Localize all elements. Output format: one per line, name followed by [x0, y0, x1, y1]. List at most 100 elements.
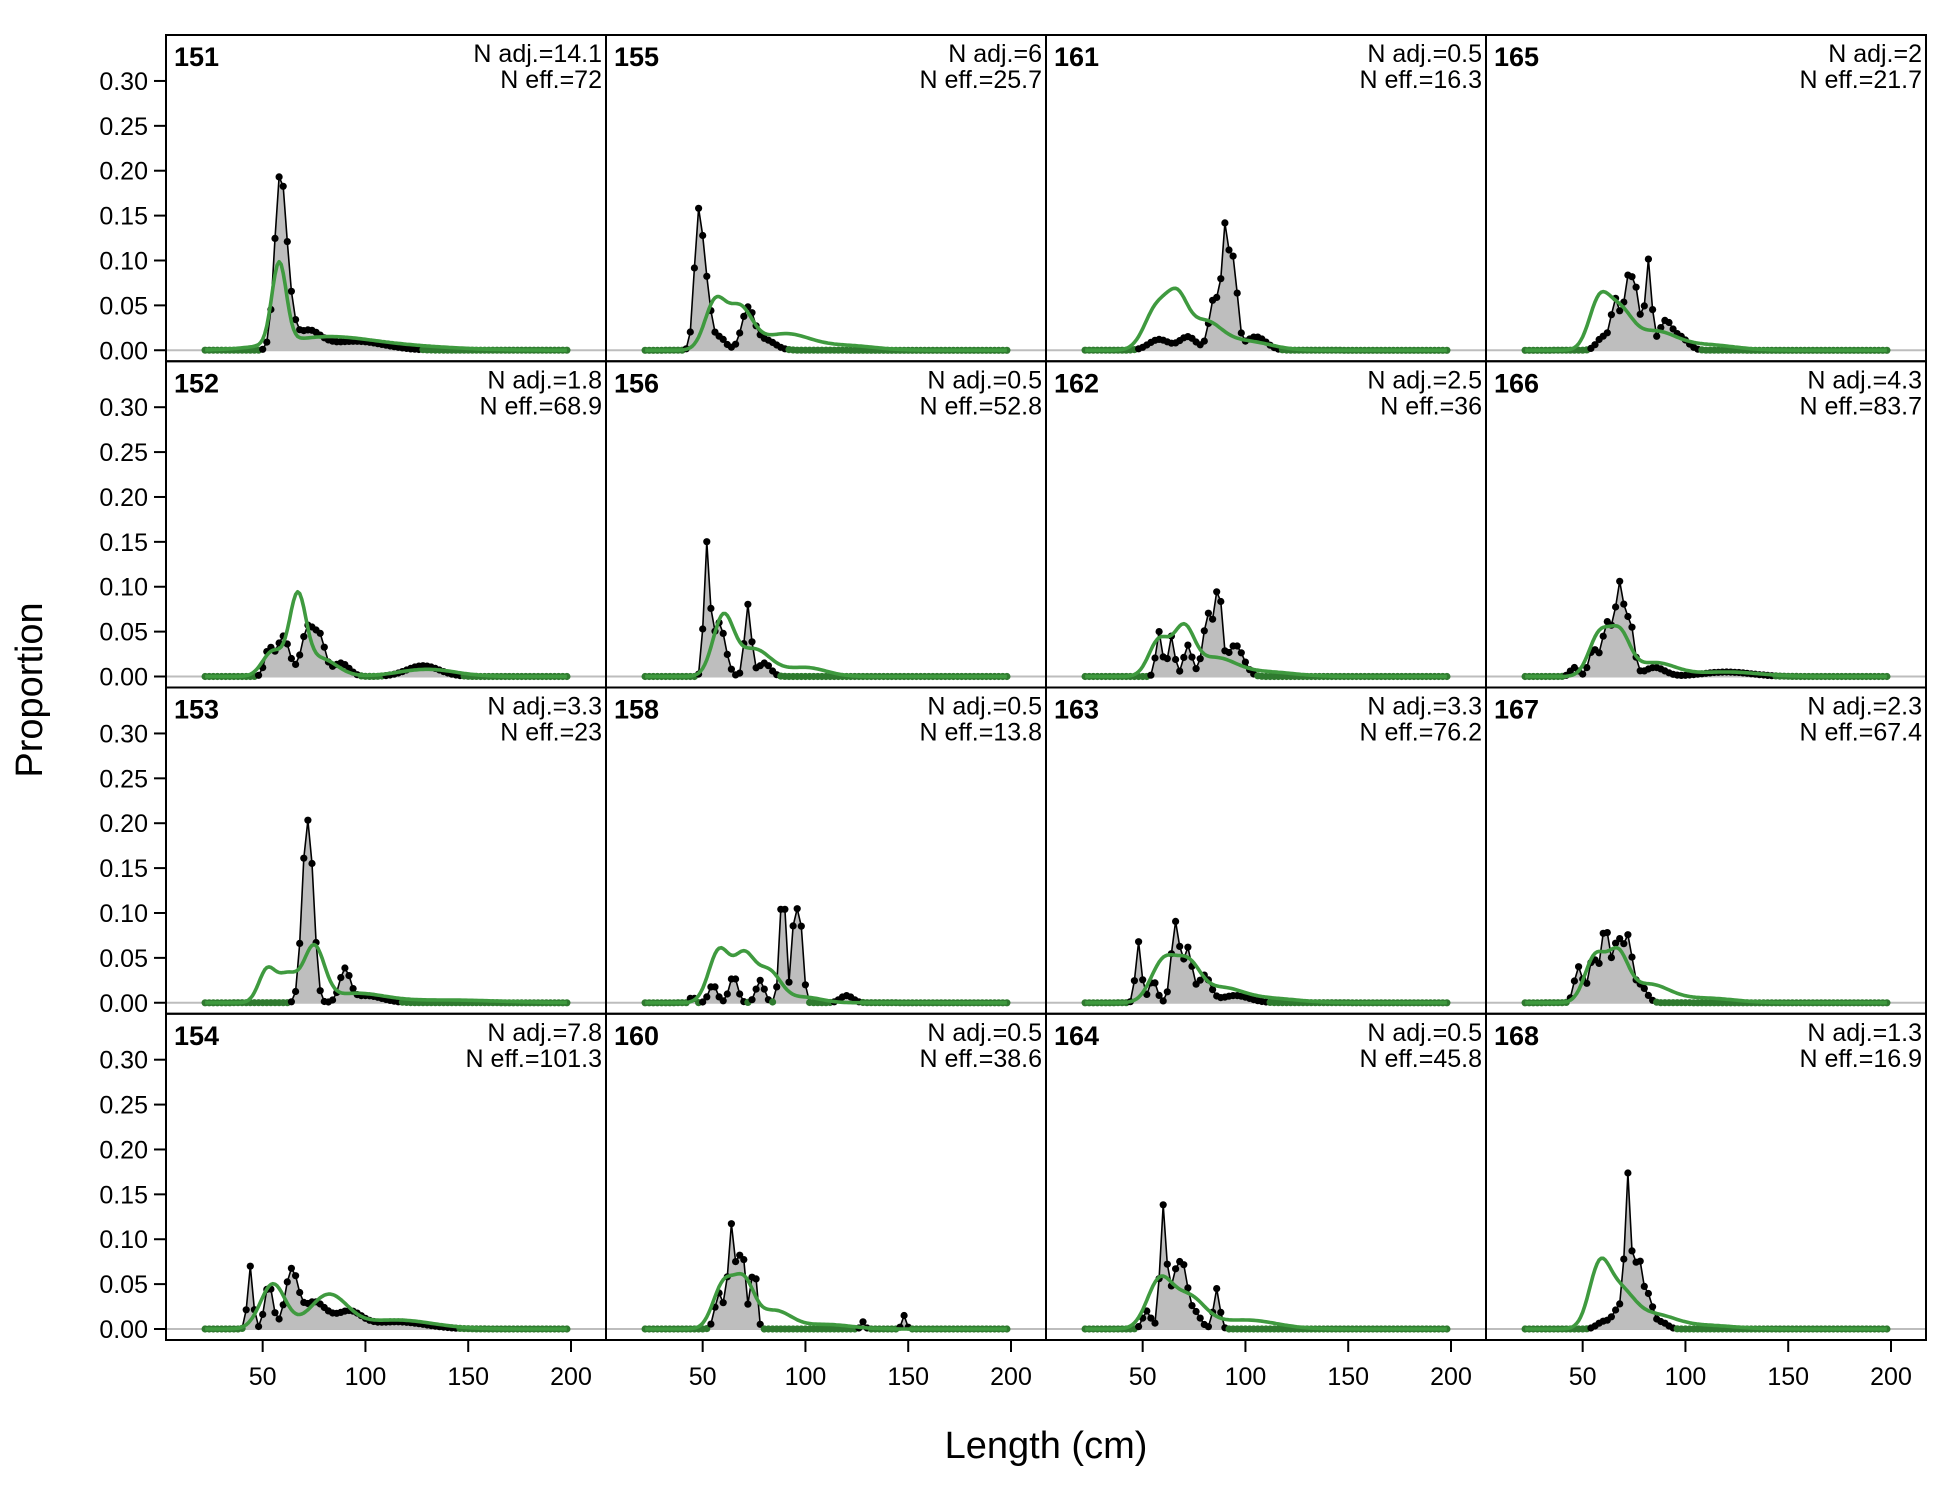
observed-point: [1616, 577, 1624, 585]
observed-point: [242, 1306, 250, 1314]
panel-154: 154 N adj.=7.8N eff.=101.3: [165, 1012, 607, 1341]
observed-point: [1176, 942, 1184, 951]
observed-point: [760, 985, 768, 993]
observed-point: [292, 660, 300, 669]
observed-point: [1237, 649, 1245, 657]
observed-point: [275, 173, 283, 181]
observed-area: [1085, 921, 1447, 1003]
observed-point: [1620, 1255, 1628, 1263]
n-adj-label: N adj.=0.5: [927, 693, 1042, 721]
x-tick-label: 50: [249, 1363, 277, 1391]
n-eff-label: N eff.=72: [500, 66, 602, 94]
observed-point: [1644, 255, 1652, 263]
observed-point: [1172, 655, 1180, 664]
observed-point: [287, 998, 295, 1006]
observed-point: [756, 1320, 764, 1328]
observed-point: [320, 643, 328, 651]
observed-point: [1595, 649, 1603, 657]
observed-point: [246, 1262, 254, 1270]
observed-point: [1135, 938, 1143, 946]
y-tick-label: 0.10: [99, 247, 148, 275]
observed-point: [1229, 252, 1237, 260]
observed-point: [740, 1256, 748, 1264]
observed-point: [859, 1318, 867, 1326]
observed-point: [1644, 1289, 1652, 1298]
observed-point: [900, 1311, 908, 1320]
panel-153: 153 N adj.=3.3N eff.=23: [165, 686, 607, 1015]
panel-165: 165 N adj.=2N eff.=21.7: [1485, 34, 1927, 363]
observed-point: [1217, 275, 1225, 283]
observed-point: [1636, 1257, 1644, 1265]
y-tick-label: 0.20: [99, 810, 148, 838]
expected-line: [1525, 1256, 1887, 1331]
observed-point: [1616, 307, 1624, 315]
observed-point: [296, 1288, 304, 1297]
observed-point: [1628, 1247, 1636, 1255]
observed-point: [1200, 627, 1208, 635]
observed-point: [259, 1310, 267, 1318]
observed-point: [1632, 283, 1640, 291]
observed-point: [1155, 628, 1163, 636]
observed-point: [789, 922, 797, 930]
n-eff-label: N eff.=38.6: [919, 1045, 1042, 1073]
y-tick-label: 0.15: [99, 855, 148, 883]
observed-line: [1525, 1172, 1887, 1330]
y-tick-label: 0.10: [99, 574, 148, 602]
observed-point: [1649, 306, 1657, 314]
observed-area: [1525, 581, 1887, 677]
expected-line: [205, 590, 567, 679]
expected-line: [1525, 945, 1887, 1005]
observed-point: [1640, 302, 1648, 310]
n-eff-label: N eff.=76.2: [1359, 719, 1482, 747]
observed-point: [1213, 1285, 1221, 1293]
observed-point: [1143, 1307, 1151, 1315]
n-eff-label: N eff.=25.7: [919, 66, 1042, 94]
observed-point: [1196, 655, 1204, 663]
observed-point: [711, 983, 719, 991]
expected-line: [645, 945, 1007, 1005]
panel-158: 158 N adj.=0.5N eff.=13.8: [605, 686, 1047, 1015]
observed-point: [1616, 935, 1624, 943]
expected-line: [205, 942, 567, 1005]
observed-point: [1163, 988, 1171, 996]
observed-point: [1209, 615, 1217, 623]
observed-point: [292, 316, 300, 324]
observed-point: [699, 231, 707, 240]
observed-point: [1607, 954, 1615, 962]
observed-point: [719, 1299, 727, 1307]
observed-area: [1525, 1173, 1887, 1329]
observed-point: [1591, 341, 1599, 349]
observed-point: [292, 1272, 300, 1280]
panel-id-label: 167: [1494, 695, 1539, 725]
observed-point: [752, 985, 760, 993]
panel-id-label: 151: [174, 42, 219, 72]
observed-point: [727, 665, 736, 673]
observed-point: [1612, 603, 1620, 611]
x-tick-label: 100: [1225, 1363, 1267, 1391]
observed-point: [1612, 1306, 1620, 1314]
y-tick-label: 0.30: [99, 394, 148, 422]
observed-point: [1225, 648, 1233, 657]
observed-point: [727, 1220, 736, 1228]
observed-point: [1147, 1314, 1155, 1322]
observed-area: [645, 541, 1007, 677]
n-adj-label: N adj.=2.3: [1807, 693, 1922, 721]
observed-point: [255, 1322, 263, 1331]
n-adj-label: N adj.=4.3: [1807, 366, 1922, 394]
observed-point: [287, 287, 295, 295]
observed-point: [279, 182, 287, 190]
observed-point: [773, 983, 781, 991]
observed-point: [719, 629, 727, 638]
expected-line: [1085, 953, 1447, 1005]
observed-line: [1085, 1204, 1447, 1330]
expected-line: [1085, 286, 1447, 352]
observed-area: [205, 176, 567, 351]
y-tick-label: 0.05: [99, 945, 148, 973]
panel-id-label: 160: [614, 1021, 659, 1051]
observed-point: [283, 1278, 291, 1286]
n-adj-label: N adj.=0.5: [927, 366, 1042, 394]
panel-155: 155 N adj.=6N eff.=25.7: [605, 34, 1047, 363]
observed-point: [1130, 977, 1138, 985]
observed-point: [1595, 959, 1603, 968]
